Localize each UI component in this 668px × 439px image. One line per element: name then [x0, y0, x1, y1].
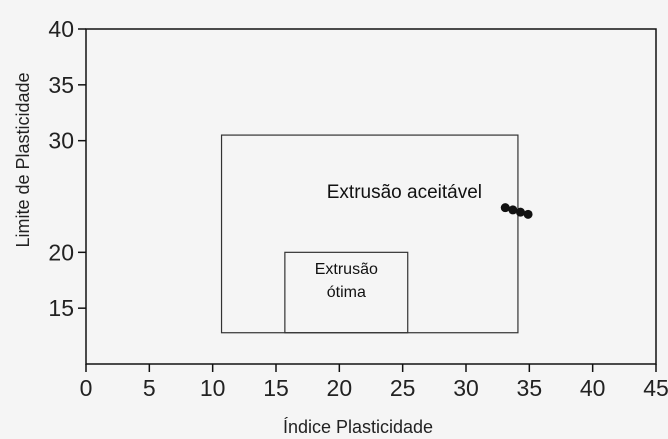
x-tick-label: 35 — [517, 375, 543, 401]
region-label-aceitavel: Extrusão aceitável — [327, 182, 482, 203]
x-tick-label: 15 — [263, 375, 289, 401]
x-tick-label: 45 — [643, 375, 668, 401]
y-axis-title: Limite de Plasticidade — [13, 72, 33, 247]
plot-area — [85, 28, 657, 365]
data-point — [500, 203, 510, 213]
region-label-otima-line2: ótima — [327, 284, 366, 301]
data-point — [508, 205, 518, 215]
y-tick-label: 20 — [48, 239, 74, 265]
x-tick-label: 25 — [390, 375, 416, 401]
data-point — [515, 207, 525, 217]
x-axis-ticks: 0 5 10 15 20 25 30 35 40 45 — [80, 364, 668, 401]
data-points — [500, 203, 533, 219]
x-tick-label: 0 — [80, 375, 93, 401]
regions: Extrusão aceitável Extrusão ótima — [220, 134, 519, 334]
x-tick-label: 40 — [580, 375, 606, 401]
region-extrusao-otima — [284, 251, 409, 334]
y-tick-label: 30 — [48, 128, 74, 154]
x-tick-label: 10 — [200, 375, 226, 401]
y-tick-label: 15 — [48, 295, 74, 321]
x-tick-label: 20 — [327, 375, 353, 401]
y-tick-label: 40 — [48, 16, 74, 42]
region-label-otima-line1: Extrusão — [315, 261, 378, 278]
y-axis-ticks: 15 20 30 35 40 — [48, 16, 86, 321]
data-point — [523, 209, 533, 219]
x-axis-title: Índice Plasticidade — [283, 417, 433, 437]
x-tick-label: 5 — [143, 375, 156, 401]
x-tick-label: 30 — [453, 375, 479, 401]
y-tick-label: 35 — [48, 72, 74, 98]
